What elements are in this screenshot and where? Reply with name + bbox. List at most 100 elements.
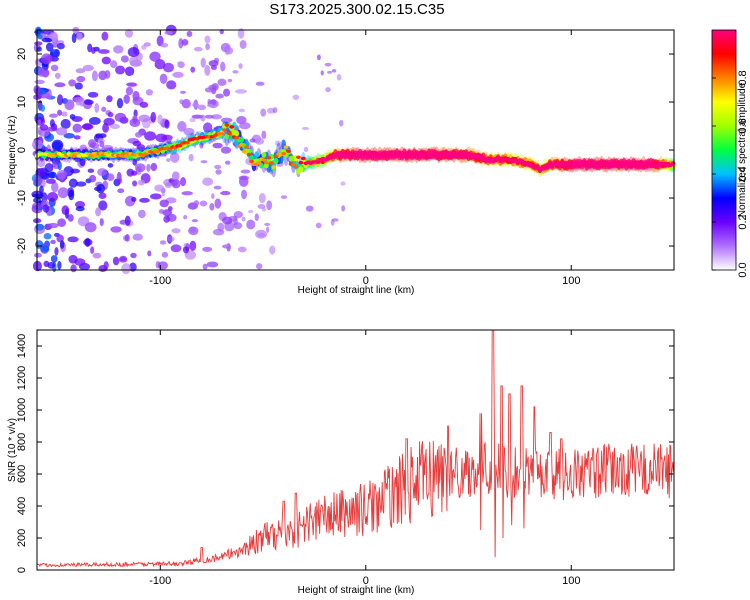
spectrogram-noise-blob [199, 200, 208, 207]
spectrogram-noise-blob [157, 114, 163, 125]
spectrogram-noise-blob [138, 179, 145, 186]
spectrogram-noise-blob [202, 263, 208, 270]
spectrogram-noise-blob [129, 118, 141, 127]
spectrogram-noise-blob [211, 193, 215, 199]
spectrogram-noise-blob [76, 32, 83, 41]
spectrogram-noise-blob [232, 70, 239, 74]
spectrogram-ridge-cell [263, 160, 269, 165]
spectrogram-noise-blob [84, 237, 91, 247]
spectrogram-noise-blob [57, 260, 62, 270]
spectrogram-noise-blob [104, 69, 111, 79]
spectrogram-ridge-cell [670, 161, 676, 166]
spectrogram-noise-blob [37, 67, 45, 77]
spectrogram-noise-blob [49, 171, 55, 179]
spectrogram-noise-blob [193, 46, 203, 52]
spectrogram-noise-blob [63, 133, 75, 139]
spectrogram-noise-blob [200, 57, 206, 68]
spectrogram-noise-blob [58, 172, 66, 181]
spectrogram-ridge-cell [261, 158, 267, 162]
spectrogram-noise-blob [72, 123, 82, 133]
spectrogram-noise-blob [192, 102, 200, 108]
spectrogram-noise-blob [43, 233, 52, 240]
spectrogram-noise-blob [163, 215, 170, 223]
spectrogram-x-axis-label: Height of straight line (km) [298, 285, 415, 296]
spectrogram-noise-blob [42, 204, 50, 213]
spectrogram-noise-blob [101, 106, 107, 112]
spectrogram-noise-blob [260, 108, 267, 117]
spectrogram-ridge-cell [295, 155, 301, 160]
spectrogram-noise-blob [272, 107, 278, 114]
spectrogram-noise-blob [98, 200, 108, 211]
spectrogram-noise-blob [71, 115, 83, 122]
spectrogram-noise-blob [59, 240, 65, 249]
spectrogram-noise-blob [336, 73, 342, 81]
spectrogram-noise-blob [118, 257, 128, 263]
spectrogram-noise-blob [73, 135, 81, 140]
spectrogram-noise-blob [240, 169, 251, 174]
spectrogram-noise-blob [182, 246, 189, 254]
spectrogram-noise-blob [88, 139, 96, 148]
spectrogram-noise-blob [107, 163, 114, 168]
spectrogram-noise-blob [211, 83, 219, 91]
spectrogram-ridge-cell [271, 165, 277, 170]
spectrogram-noise-blob [261, 130, 267, 140]
spectrogram-noise-blob [56, 94, 64, 106]
spectrogram-ridge-cell [281, 151, 286, 156]
spectrogram-noise-blob [205, 43, 210, 51]
spectrogram-noise-blob [238, 63, 243, 69]
spectrogram-noise-blob [181, 39, 189, 46]
spectrogram-noise-blob [181, 98, 191, 109]
colorbar-tick-label: 0.6 [737, 118, 749, 133]
spectrogram-noise-blob [154, 59, 166, 70]
spectrogram-noise-blob [255, 81, 265, 86]
spectrogram-y-ticks: -20 -10 0 10 20 [16, 48, 674, 254]
spectrogram-noise-blob [109, 123, 121, 130]
spectrogram-noise-blob [183, 127, 195, 136]
spectrogram-ridge-cell [239, 136, 245, 143]
spectrogram-ridge-cell [300, 156, 306, 161]
spectrogram-noise-blob [124, 66, 135, 76]
spectrogram-noise-blob [84, 222, 97, 233]
spectrogram-noise-blob [75, 181, 87, 187]
spectrogram-noise-blob [254, 213, 259, 222]
spectrogram-noise-blob [257, 232, 266, 238]
spectrogram-noise-blob [239, 122, 251, 130]
spectrogram-noise-blob [237, 246, 247, 253]
spectrogram-noise-blob [50, 255, 58, 263]
spectrogram-noise-blob [225, 243, 230, 248]
spectrogram-noise-blob [127, 82, 138, 87]
snr-x-tick-label: 0 [363, 575, 369, 587]
spectrogram-y-tick-label: 10 [16, 96, 28, 108]
spectrogram-noise-blob [220, 61, 226, 72]
spectrogram-noise-blob [301, 126, 310, 130]
spectrogram-noise-blob [236, 115, 247, 125]
snr-x-tick-label: -100 [149, 575, 171, 587]
spectrogram-noise-blob [131, 196, 137, 202]
spectrogram-noise-blob [113, 45, 124, 54]
spectrogram-ridge-cell [328, 156, 333, 160]
colorbar-tick-label: 0.2 [737, 214, 749, 229]
spectrogram-noise-blob [68, 189, 75, 201]
spectrogram-noise-blob [215, 169, 222, 175]
spectrogram-ridge-cell [224, 123, 230, 127]
spectrogram-noise-blob [49, 49, 60, 58]
spectrogram-noise-blob [127, 47, 140, 58]
spectrogram-noise-blob [203, 122, 213, 133]
spectrogram-x-tick-label: -100 [149, 275, 171, 287]
spectrogram-noise-blob [275, 140, 282, 147]
spectrogram-noise-blob [200, 114, 206, 122]
spectrogram-noise-blob [200, 160, 208, 164]
spectrogram-noise-blob [223, 88, 231, 97]
spectrogram-y-tick-label: 20 [16, 48, 28, 60]
spectrogram-noise-blob [159, 240, 167, 245]
spectrogram-noise-blob [87, 43, 93, 53]
spectrogram-noise-blob [132, 158, 138, 166]
spectrogram-ridge-cell [71, 154, 77, 158]
spectrogram-ridge-cell [268, 161, 274, 165]
spectrogram-ridge-cell [226, 131, 232, 136]
spectrogram-noise-blob [180, 176, 187, 187]
spectrogram-noise-blob [338, 119, 344, 127]
spectrogram-noise-blob [132, 233, 143, 241]
spectrogram-noise-blob [76, 75, 86, 83]
